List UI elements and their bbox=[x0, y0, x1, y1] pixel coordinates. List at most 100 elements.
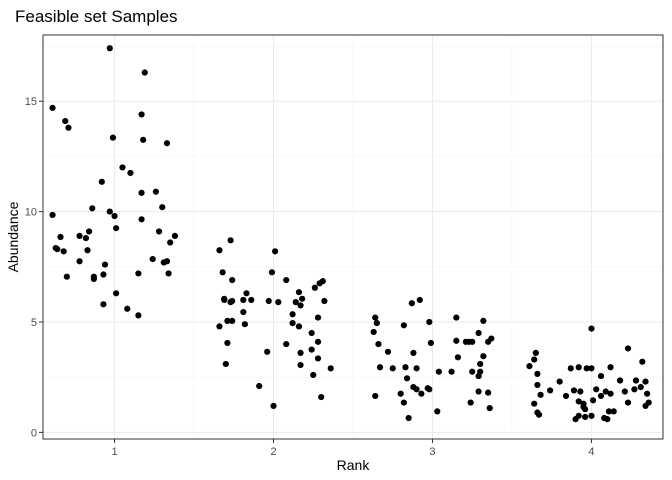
data-point bbox=[475, 388, 482, 395]
data-point bbox=[140, 136, 147, 143]
data-point bbox=[400, 322, 407, 329]
y-axis-title: Abundance bbox=[5, 201, 21, 272]
data-point bbox=[534, 381, 541, 389]
data-point bbox=[372, 392, 379, 400]
x-tick-label: 3 bbox=[429, 446, 435, 458]
data-point bbox=[624, 399, 632, 406]
data-point bbox=[111, 212, 118, 220]
x-tick-label: 4 bbox=[588, 446, 594, 458]
data-point bbox=[57, 233, 64, 241]
data-point bbox=[135, 312, 142, 319]
data-point bbox=[292, 299, 299, 306]
data-point bbox=[167, 239, 174, 246]
data-point bbox=[138, 189, 145, 196]
data-point bbox=[63, 273, 70, 280]
data-point bbox=[314, 314, 322, 321]
x-tick-label: 1 bbox=[111, 446, 117, 458]
data-point bbox=[283, 276, 290, 284]
data-point bbox=[297, 361, 304, 369]
data-point bbox=[163, 140, 171, 147]
data-point bbox=[435, 368, 442, 375]
data-point bbox=[593, 386, 600, 393]
data-point bbox=[480, 317, 487, 324]
data-point bbox=[572, 416, 579, 423]
data-points bbox=[49, 45, 652, 423]
data-point bbox=[537, 391, 544, 398]
data-point bbox=[240, 308, 247, 316]
data-point bbox=[632, 377, 640, 384]
data-point bbox=[299, 295, 306, 302]
data-point bbox=[577, 388, 584, 395]
data-point bbox=[547, 387, 554, 394]
data-point bbox=[567, 365, 574, 372]
data-point bbox=[637, 384, 644, 391]
data-point bbox=[229, 297, 236, 305]
data-point bbox=[405, 414, 412, 422]
data-point bbox=[588, 325, 595, 332]
data-point bbox=[616, 377, 624, 384]
data-point bbox=[467, 399, 474, 406]
data-point bbox=[402, 364, 409, 371]
data-point bbox=[453, 314, 460, 321]
data-point bbox=[453, 337, 460, 344]
axis-ticks: 1 2 3 4 0 5 10 15 bbox=[25, 96, 595, 458]
data-point bbox=[295, 323, 303, 330]
data-point bbox=[413, 365, 420, 372]
data-point bbox=[62, 117, 69, 125]
data-point bbox=[642, 402, 649, 409]
data-point bbox=[375, 340, 382, 348]
data-point bbox=[588, 412, 595, 419]
data-point bbox=[113, 225, 120, 232]
x-axis-title: Rank bbox=[337, 457, 371, 473]
data-point bbox=[124, 305, 131, 312]
data-point bbox=[49, 211, 56, 219]
data-point bbox=[376, 364, 384, 371]
data-point bbox=[224, 317, 231, 324]
data-point bbox=[268, 269, 276, 276]
data-point bbox=[138, 111, 145, 118]
data-point bbox=[216, 323, 223, 330]
data-point bbox=[589, 397, 597, 404]
data-point bbox=[289, 311, 296, 318]
data-point bbox=[531, 400, 538, 407]
data-point bbox=[400, 399, 407, 406]
data-point bbox=[141, 69, 148, 76]
data-point bbox=[241, 321, 248, 328]
data-point bbox=[248, 296, 255, 304]
data-point bbox=[644, 390, 651, 397]
data-point bbox=[152, 188, 159, 195]
data-point bbox=[308, 329, 315, 337]
data-point bbox=[434, 408, 441, 415]
data-point bbox=[138, 216, 145, 223]
data-point bbox=[314, 338, 322, 345]
data-point bbox=[297, 302, 304, 309]
data-point bbox=[318, 393, 325, 401]
data-point bbox=[283, 340, 290, 348]
plot-panel-border bbox=[42, 34, 664, 440]
data-point bbox=[575, 398, 582, 405]
data-point bbox=[413, 386, 420, 393]
data-point bbox=[534, 370, 541, 377]
data-point bbox=[556, 378, 563, 385]
data-point bbox=[109, 134, 117, 141]
data-point bbox=[624, 345, 632, 352]
data-point bbox=[319, 278, 326, 285]
data-point bbox=[149, 255, 156, 263]
data-point bbox=[297, 349, 304, 357]
data-point bbox=[397, 390, 404, 397]
data-point bbox=[389, 365, 396, 372]
data-point bbox=[100, 271, 107, 278]
data-point bbox=[106, 208, 113, 215]
data-point bbox=[155, 228, 163, 235]
data-point bbox=[582, 406, 589, 413]
data-point bbox=[604, 416, 611, 423]
data-point bbox=[224, 339, 231, 347]
data-point bbox=[621, 388, 628, 395]
data-point bbox=[295, 289, 303, 296]
data-point bbox=[127, 169, 134, 177]
data-point bbox=[240, 296, 247, 304]
data-point bbox=[216, 247, 223, 254]
data-point bbox=[583, 365, 590, 372]
data-point bbox=[321, 297, 328, 305]
data-point bbox=[76, 258, 83, 265]
